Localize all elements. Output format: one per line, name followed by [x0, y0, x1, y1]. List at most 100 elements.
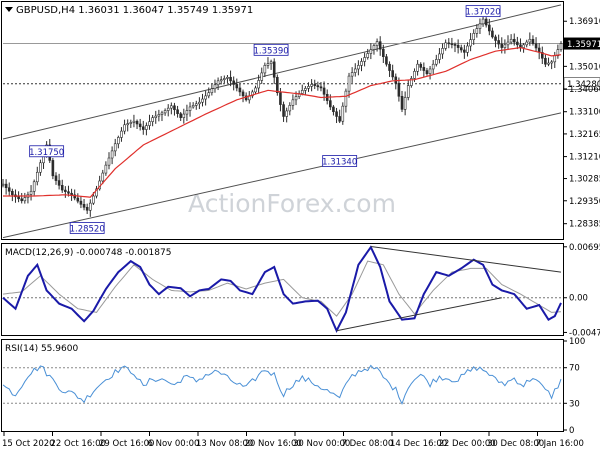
candle-body	[491, 30, 494, 38]
candle-body	[540, 52, 544, 59]
candle-body	[375, 41, 379, 46]
candle-body	[285, 110, 288, 117]
candle-body	[447, 42, 451, 45]
candle-body	[369, 49, 373, 54]
candle-body	[35, 171, 39, 183]
candle-body	[559, 43, 563, 50]
macd-line	[2, 245, 562, 334]
candle-body	[32, 181, 36, 192]
time-tick-label: 30 Dec 08:00	[487, 439, 544, 449]
time-tick-label: 30 Nov 00:00	[293, 439, 350, 449]
rsi-panel	[2, 364, 563, 405]
candle-body	[353, 68, 357, 73]
candle-body	[194, 103, 198, 106]
macd-signal-line	[2, 260, 562, 317]
candle-body	[307, 86, 310, 89]
candle-body	[266, 63, 270, 66]
candle-body	[88, 202, 92, 211]
candle-body	[64, 189, 67, 192]
candle-body	[472, 33, 476, 40]
candle-body	[456, 44, 460, 48]
candle-body	[70, 192, 73, 196]
current-price-badge	[564, 37, 600, 50]
candle-body	[276, 76, 279, 94]
price-label-box	[29, 145, 65, 158]
candle-body	[450, 43, 454, 45]
candle-body	[132, 120, 136, 123]
price-label-box	[253, 43, 289, 56]
candle-body	[400, 95, 404, 110]
candle-body	[534, 43, 538, 49]
candle-body	[341, 105, 345, 122]
candle-body	[425, 70, 429, 75]
time-tick-label: 22 Dec 00:00	[439, 439, 496, 449]
price-tick-label: 1.29350	[569, 197, 600, 207]
price-label: 1.35390	[254, 46, 289, 56]
candle-body	[288, 105, 292, 112]
candle-body	[204, 95, 207, 100]
time-tick-label: 14 Dec 16:00	[390, 439, 447, 449]
candle-body	[67, 191, 70, 194]
candle-body	[410, 78, 413, 86]
candle-body	[123, 124, 126, 132]
header-labels: GBPUSD,H4 1.36031 1.36047 1.35749 1.3597…	[5, 5, 253, 354]
candle-body	[235, 84, 239, 89]
macd-axis: 0.006956 0.00 -0.004736	[563, 243, 600, 338]
current-price-label: 1.35971	[567, 40, 600, 50]
candle-body	[388, 63, 391, 71]
rsi-tick-label: 70	[569, 364, 580, 374]
candle-body	[444, 42, 447, 49]
time-tick-label: 7 Dec 08:00	[342, 439, 394, 449]
candle-body	[528, 38, 532, 43]
candle-body	[494, 36, 497, 41]
candle-body	[406, 85, 410, 98]
rsi-tick-label: 0	[569, 426, 574, 436]
candle-body	[219, 79, 223, 82]
candle-body	[82, 204, 86, 208]
candle-body	[319, 86, 323, 89]
candle-body	[191, 105, 195, 108]
macd-panel	[2, 245, 563, 334]
rsi-label: RSI(14) 55.9600	[5, 344, 78, 354]
candle-body	[469, 39, 472, 47]
candle-body	[1, 183, 5, 186]
candle-body	[366, 53, 370, 58]
candle-body	[163, 110, 167, 114]
candle-body	[279, 92, 282, 105]
candle-body	[500, 43, 504, 48]
candle-body	[453, 44, 457, 46]
candle-body	[73, 194, 76, 199]
candle-body	[54, 175, 58, 181]
time-tick-label: 22 Oct 16:00	[51, 439, 106, 449]
candle-body	[522, 44, 525, 48]
candle-body	[154, 115, 158, 118]
candle-body	[104, 164, 108, 174]
candle-body	[316, 85, 320, 88]
candle-body	[282, 104, 285, 117]
candle-body	[92, 195, 95, 204]
price-label-box	[465, 5, 501, 18]
candle-body	[441, 48, 444, 55]
price-label: 1.31750	[29, 148, 64, 158]
candle-body	[138, 123, 142, 128]
candle-body	[294, 96, 298, 101]
candle-body	[7, 187, 11, 192]
candle-body	[531, 38, 535, 44]
price-tick-label: 1.34060	[569, 85, 600, 95]
price-axis: 1.34280 1.28385 1.29350 1.30285 1.31210 1.321…	[563, 17, 600, 230]
candle-body	[201, 98, 204, 103]
candle-body	[478, 23, 482, 29]
time-tick-label: 29 Oct 16:00	[99, 439, 154, 449]
candle-body	[269, 61, 273, 64]
candle-body	[310, 84, 313, 87]
candle-body	[213, 84, 217, 90]
candle-body	[544, 57, 547, 65]
price-tick-label: 1.30285	[569, 175, 600, 185]
candle-body	[126, 123, 129, 126]
candle-body	[238, 87, 242, 93]
candle-body	[413, 71, 416, 79]
rsi-line	[2, 364, 562, 405]
candle-body	[347, 75, 351, 92]
candle-body	[29, 190, 33, 195]
